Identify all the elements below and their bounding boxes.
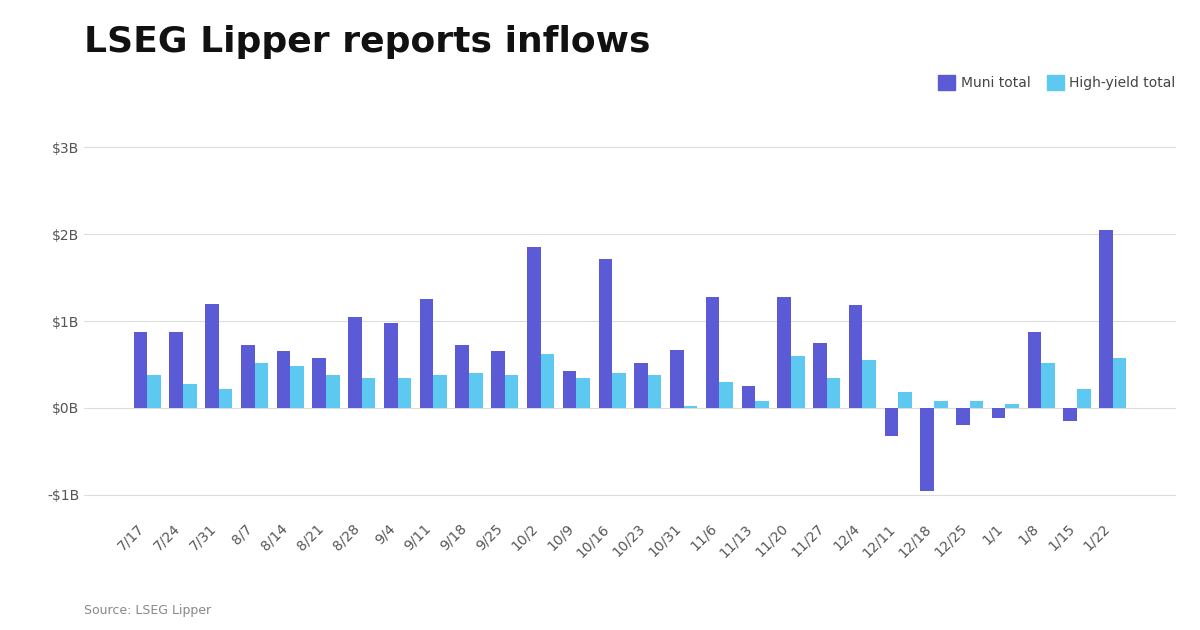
- Bar: [706, 297, 720, 408]
- Text: Source: LSEG Lipper: Source: LSEG Lipper: [84, 604, 211, 617]
- Bar: [254, 363, 268, 408]
- Bar: [384, 323, 397, 408]
- Bar: [1006, 404, 1019, 408]
- Bar: [1027, 331, 1042, 408]
- Bar: [791, 356, 804, 408]
- Bar: [348, 317, 361, 408]
- Bar: [1112, 358, 1127, 408]
- Bar: [576, 377, 590, 408]
- Bar: [934, 401, 948, 408]
- Bar: [755, 401, 769, 408]
- Bar: [920, 408, 934, 491]
- Bar: [884, 408, 899, 436]
- Bar: [133, 331, 148, 408]
- Bar: [742, 386, 755, 408]
- Bar: [635, 363, 648, 408]
- Bar: [469, 373, 482, 408]
- Bar: [527, 247, 540, 408]
- Bar: [970, 401, 983, 408]
- Bar: [241, 345, 254, 408]
- Bar: [863, 360, 876, 408]
- Bar: [312, 358, 326, 408]
- Bar: [720, 382, 733, 408]
- Bar: [491, 352, 505, 408]
- Bar: [433, 375, 446, 408]
- Bar: [169, 331, 182, 408]
- Bar: [361, 377, 376, 408]
- Legend: Muni total, High-yield total: Muni total, High-yield total: [932, 70, 1181, 96]
- Bar: [148, 375, 161, 408]
- Bar: [599, 258, 612, 408]
- Bar: [397, 377, 412, 408]
- Bar: [684, 406, 697, 408]
- Bar: [205, 304, 218, 408]
- Bar: [814, 343, 827, 408]
- Bar: [612, 373, 625, 408]
- Bar: [848, 306, 863, 408]
- Bar: [277, 352, 290, 408]
- Bar: [899, 392, 912, 408]
- Bar: [778, 297, 791, 408]
- Bar: [827, 377, 840, 408]
- Bar: [182, 384, 197, 408]
- Bar: [648, 375, 661, 408]
- Bar: [218, 389, 233, 408]
- Bar: [1099, 230, 1112, 408]
- Text: LSEG Lipper reports inflows: LSEG Lipper reports inflows: [84, 25, 650, 59]
- Bar: [670, 350, 684, 408]
- Bar: [326, 375, 340, 408]
- Bar: [956, 408, 970, 425]
- Bar: [505, 375, 518, 408]
- Bar: [1063, 408, 1078, 421]
- Bar: [290, 366, 304, 408]
- Bar: [992, 408, 1006, 418]
- Bar: [540, 354, 554, 408]
- Bar: [1042, 363, 1055, 408]
- Bar: [563, 372, 576, 408]
- Bar: [1078, 389, 1091, 408]
- Bar: [456, 345, 469, 408]
- Bar: [420, 299, 433, 408]
